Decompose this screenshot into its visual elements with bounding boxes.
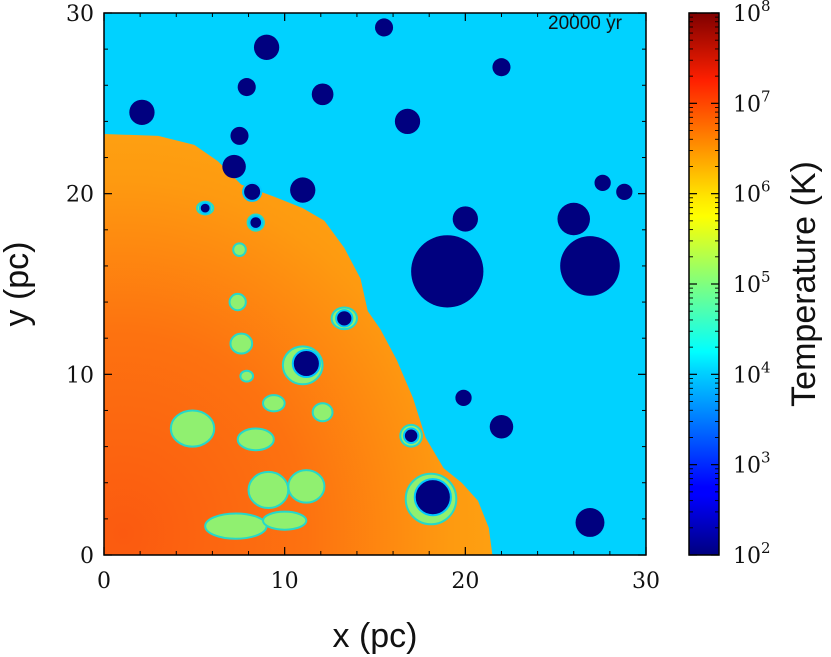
cold-cloud-12 — [557, 202, 590, 236]
cold-cloud-20 — [489, 414, 514, 439]
colorbar-tick-label: 106 — [733, 178, 771, 208]
colorbar-tick-label: 108 — [733, 0, 771, 27]
warm-clump-10 — [236, 427, 275, 452]
y-tick-label: 20 — [66, 183, 94, 208]
x-tick-label: 10 — [271, 569, 299, 594]
cold-cloud-14 — [616, 183, 633, 200]
colorbar-label: Temperature (K) — [785, 161, 823, 407]
cold-clouds — [129, 18, 633, 537]
warm-clump-3 — [228, 292, 247, 312]
warm-clump-15 — [261, 510, 308, 531]
cold-cloud-18 — [291, 348, 321, 379]
cold-cloud-13 — [594, 174, 611, 191]
colorbar-tick-label: 104 — [733, 358, 771, 388]
y-tick-label: 0 — [80, 544, 94, 569]
cold-cloud-7 — [230, 126, 249, 145]
cold-cloud-8 — [222, 154, 246, 179]
cold-cloud-16 — [560, 236, 620, 296]
y-tick-label: 30 — [66, 2, 94, 27]
colorbar-tick-label: 105 — [733, 268, 771, 298]
warm-clump-9 — [169, 409, 216, 448]
x-tick-label: 30 — [632, 569, 660, 594]
cold-cloud-6 — [394, 108, 421, 135]
cold-cloud-4 — [311, 83, 334, 106]
x-axis-ticks: 0 10 20 30 — [97, 13, 660, 594]
time-label: 20000 yr — [548, 13, 623, 34]
warm-clump-13 — [287, 469, 326, 504]
y-axis-label: y (pc) — [0, 242, 36, 327]
cold-cloud-17 — [335, 309, 354, 328]
x-axis-label: x (pc) — [333, 617, 418, 655]
plot-frame — [103, 12, 647, 556]
x-tick-label: 20 — [451, 569, 479, 594]
cold-cloud-11 — [452, 206, 478, 232]
cold-cloud-9 — [290, 177, 316, 203]
cold-cloud-23 — [575, 508, 605, 537]
cold-cloud-3 — [237, 78, 256, 97]
x-tick-label: 0 — [97, 569, 111, 594]
cold-cloud-24 — [198, 201, 212, 215]
plot-area — [104, 13, 646, 555]
colorbar-tick-label: 103 — [733, 449, 771, 479]
warm-clump-4 — [229, 332, 254, 355]
warm-clump-8 — [311, 402, 334, 423]
cold-cloud-1 — [253, 34, 280, 60]
warm-clump-7 — [261, 394, 286, 413]
cold-cloud-2 — [375, 18, 394, 37]
cold-cloud-5 — [492, 58, 511, 77]
cold-cloud-0 — [129, 99, 155, 126]
cold-cloud-21 — [402, 427, 420, 444]
warm-clump-2 — [232, 242, 247, 257]
y-axis-ticks: 0 10 20 30 — [66, 2, 646, 569]
y-tick-label: 10 — [66, 363, 94, 388]
cold-cloud-22 — [413, 478, 452, 517]
warm-clump-12 — [247, 470, 290, 510]
cold-cloud-19 — [455, 389, 472, 406]
cold-cloud-15 — [411, 235, 484, 308]
colorbar-tick-label: 102 — [733, 539, 771, 569]
cold-cloud-25 — [248, 215, 264, 230]
warm-clump-5 — [239, 369, 255, 383]
colorbar-ticks: 102 103 104 105 106 107 108 — [689, 0, 771, 569]
hot-bubble-region — [104, 134, 493, 555]
colorbar-tick-label: 107 — [733, 87, 771, 117]
warm-clump-14 — [204, 512, 268, 540]
cold-cloud-10 — [242, 181, 263, 202]
